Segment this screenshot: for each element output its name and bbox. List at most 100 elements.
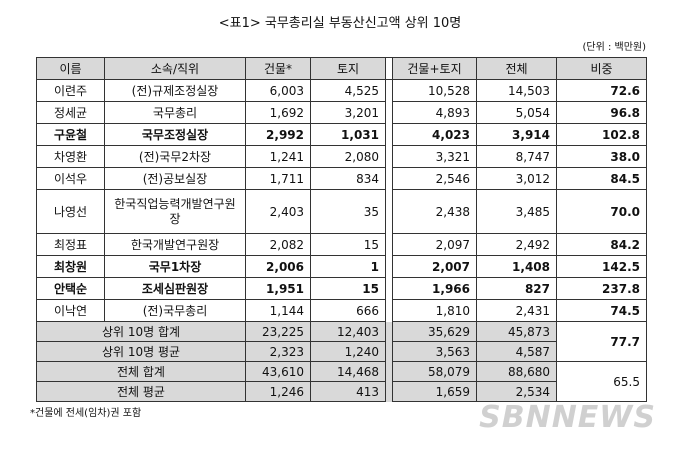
row: 최창원 국무1차장 2,006 1 2,007 1,408 142.5 xyxy=(36,255,647,278)
value-cell: 4,023 xyxy=(392,123,477,146)
value-cell: 96.8 xyxy=(556,101,647,124)
position-cell: (전)규제조정실장 xyxy=(104,79,246,102)
summary-row: 전체 합계 43,610 14,468 58,079 88,680 65.5 xyxy=(36,361,647,402)
summary-share: 65.5 xyxy=(556,361,647,402)
name-cell: 이련주 xyxy=(36,79,105,102)
separator xyxy=(385,145,393,168)
value-cell: 74.5 xyxy=(556,299,647,322)
position-cell: (전)국무총리 xyxy=(104,299,246,322)
value-cell: 1,810 xyxy=(392,299,477,322)
name-cell: 최창원 xyxy=(36,255,105,278)
value-cell: 1,031 xyxy=(310,123,386,146)
summary-value: 23,225 xyxy=(245,321,311,342)
value-cell: 4,893 xyxy=(392,101,477,124)
value-cell: 10,528 xyxy=(392,79,477,102)
position-cell: (전)공보실장 xyxy=(104,167,246,190)
summary-value: 45,873 xyxy=(476,321,557,342)
value-cell: 2,546 xyxy=(392,167,477,190)
summary-row: 전체 평균 1,246 413 1,659 2,534 xyxy=(36,381,647,402)
value-cell: 1,951 xyxy=(245,277,311,300)
value-cell: 2,097 xyxy=(392,233,477,256)
summary-label: 상위 10명 평균 xyxy=(36,341,246,362)
value-cell: 2,006 xyxy=(245,255,311,278)
summary-row: 상위 10명 합계 23,225 12,403 35,629 45,873 77.7 xyxy=(36,321,647,362)
value-cell: 1,711 xyxy=(245,167,311,190)
position-cell: 한국직업능력개발연구원장 xyxy=(104,189,246,234)
summary-value: 35,629 xyxy=(392,321,477,342)
value-cell: 2,080 xyxy=(310,145,386,168)
value-cell: 72.6 xyxy=(556,79,647,102)
separator xyxy=(385,167,393,190)
row: 나영선 한국직업능력개발연구원장 2,403 35 2,438 3,485 70.0 xyxy=(36,189,647,234)
header-cell: 건물+토지 xyxy=(392,57,477,80)
position-cell: (전)국무2차장 xyxy=(104,145,246,168)
name-cell: 차영환 xyxy=(36,145,105,168)
name-cell: 정세균 xyxy=(36,101,105,124)
header-cell: 건물* xyxy=(245,57,311,80)
summary-value: 43,610 xyxy=(245,361,311,382)
value-cell: 70.0 xyxy=(556,189,647,234)
row: 이련주 (전)규제조정실장 6,003 4,525 10,528 14,503 72.6 xyxy=(36,79,647,102)
value-cell: 3,914 xyxy=(476,123,557,146)
value-cell: 2,992 xyxy=(245,123,311,146)
table-body: 이련주 (전)규제조정실장 6,003 4,525 10,528 14,503 72.6 정세… xyxy=(36,79,647,402)
name-cell: 안택순 xyxy=(36,277,105,300)
row: 구윤철 국무조정실장 2,992 1,031 4,023 3,914 102.8 xyxy=(36,123,647,146)
separator xyxy=(385,381,393,402)
summary-value: 2,323 xyxy=(245,341,311,362)
footnote: *건물에 전세(임차)권 포함 xyxy=(30,408,142,419)
value-cell: 2,007 xyxy=(392,255,477,278)
name-cell: 이낙연 xyxy=(36,299,105,322)
value-cell: 1,241 xyxy=(245,145,311,168)
summary-label: 상위 10명 합계 xyxy=(36,321,246,342)
separator xyxy=(385,299,393,322)
value-cell: 84.5 xyxy=(556,167,647,190)
separator xyxy=(385,341,393,362)
value-cell: 2,403 xyxy=(245,189,311,234)
summary-label: 전체 합계 xyxy=(36,361,246,382)
separator xyxy=(385,101,393,124)
value-cell: 1 xyxy=(310,255,386,278)
position-cell: 국무조정실장 xyxy=(104,123,246,146)
header-row: 이름 소속/직위 건물* 토지 건물+토지 전체 비중 xyxy=(36,57,647,80)
summary-label: 전체 평균 xyxy=(36,381,246,402)
header-cell: 전체 xyxy=(476,57,557,80)
value-cell: 15 xyxy=(310,233,386,256)
value-cell: 2,431 xyxy=(476,299,557,322)
value-cell: 142.5 xyxy=(556,255,647,278)
separator xyxy=(385,233,393,256)
header-cell: 토지 xyxy=(310,57,386,80)
row: 이낙연 (전)국무총리 1,144 666 1,810 2,431 74.5 xyxy=(36,299,647,322)
value-cell: 666 xyxy=(310,299,386,322)
value-cell: 5,054 xyxy=(476,101,557,124)
summary-value: 12,403 xyxy=(310,321,386,342)
value-cell: 3,012 xyxy=(476,167,557,190)
value-cell: 1,692 xyxy=(245,101,311,124)
row: 최정표 한국개발연구원장 2,082 15 2,097 2,492 84.2 xyxy=(36,233,647,256)
summary-value: 4,587 xyxy=(476,341,557,362)
separator xyxy=(385,321,393,342)
value-cell: 3,321 xyxy=(392,145,477,168)
separator xyxy=(385,361,393,382)
value-cell: 3,485 xyxy=(476,189,557,234)
summary-value: 1,659 xyxy=(392,381,477,402)
value-cell: 2,492 xyxy=(476,233,557,256)
value-cell: 8,747 xyxy=(476,145,557,168)
name-cell: 구윤철 xyxy=(36,123,105,146)
summary-value: 3,563 xyxy=(392,341,477,362)
watermark: SBNNEWS xyxy=(479,400,656,435)
name-cell: 최정표 xyxy=(36,233,105,256)
value-cell: 827 xyxy=(476,277,557,300)
summary-value: 14,468 xyxy=(310,361,386,382)
summary-value: 1,240 xyxy=(310,341,386,362)
separator xyxy=(385,123,393,146)
summary-share: 77.7 xyxy=(556,321,647,362)
value-cell: 834 xyxy=(310,167,386,190)
row: 차영환 (전)국무2차장 1,241 2,080 3,321 8,747 38.0 xyxy=(36,145,647,168)
separator xyxy=(385,255,393,278)
value-cell: 2,082 xyxy=(245,233,311,256)
title: <표1> 국무총리실 부동산신고액 상위 10명 xyxy=(218,16,462,31)
summary-value: 88,680 xyxy=(476,361,557,382)
separator xyxy=(385,57,393,80)
